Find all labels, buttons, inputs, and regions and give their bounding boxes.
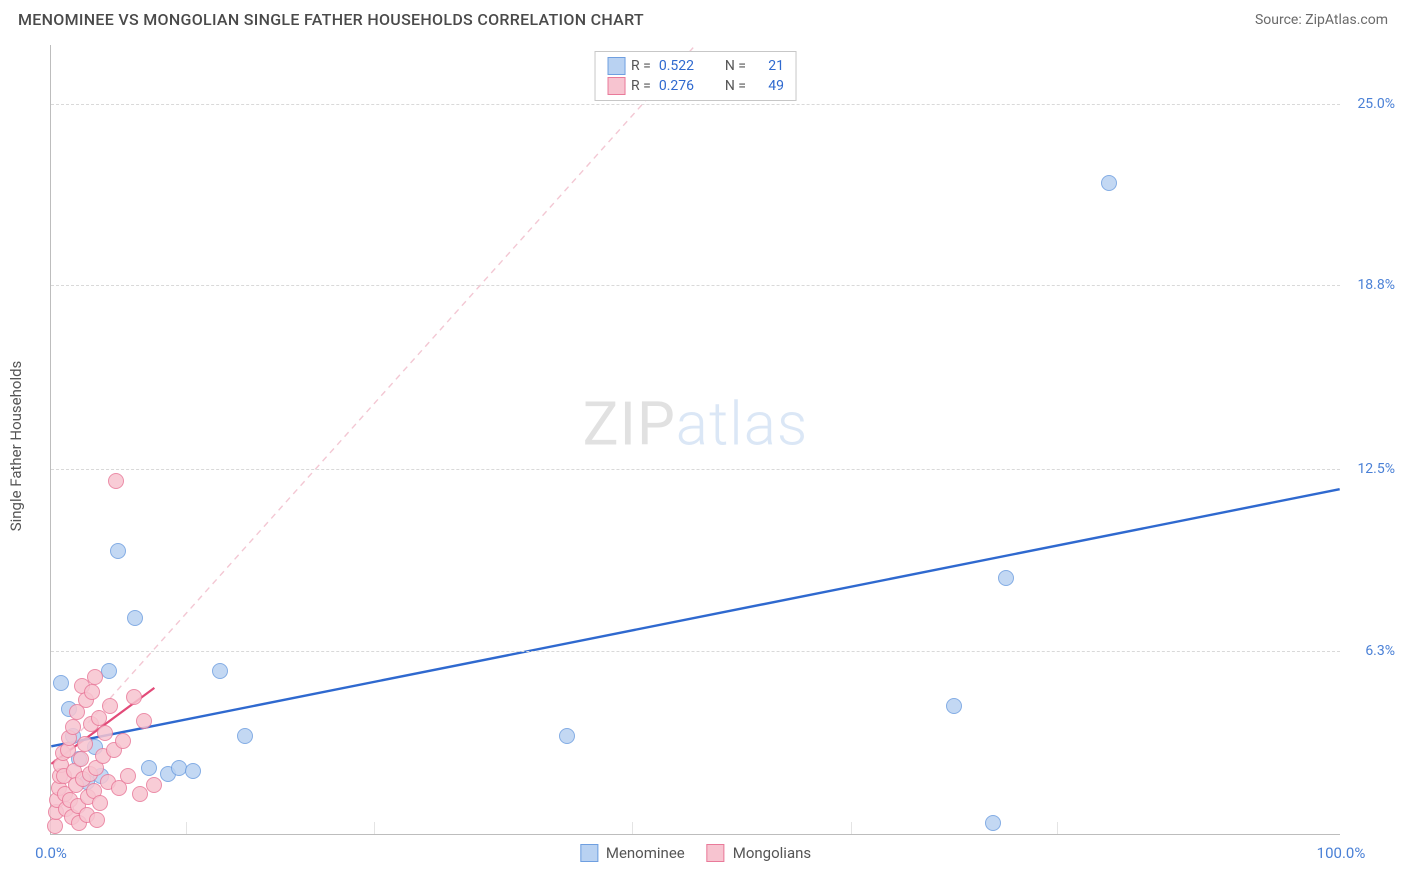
- scatter-point-menominee: [212, 663, 228, 679]
- n-value-mongolians: 49: [756, 78, 784, 94]
- scatter-point-mongolians: [115, 733, 131, 749]
- chart-source: Source: ZipAtlas.com: [1255, 12, 1388, 28]
- scatter-chart: ZIPatlas R = 0.522 N = 21 R = 0.276 N = …: [50, 45, 1340, 835]
- legend-swatch-mongolians: [607, 77, 625, 95]
- ytick-label: 25.0%: [1357, 96, 1395, 112]
- legend-swatch-mongolians: [707, 844, 725, 862]
- scatter-point-mongolians: [89, 812, 105, 828]
- scatter-point-mongolians: [77, 736, 93, 752]
- scatter-point-mongolians: [102, 698, 118, 714]
- ytick-label: 6.3%: [1365, 643, 1395, 659]
- scatter-point-mongolians: [136, 713, 152, 729]
- chart-header: MENOMINEE VS MONGOLIAN SINGLE FATHER HOU…: [0, 0, 1406, 35]
- scatter-point-mongolians: [87, 669, 103, 685]
- scatter-point-menominee: [998, 570, 1014, 586]
- scatter-point-mongolians: [47, 818, 63, 834]
- gridline-h: [51, 469, 1340, 470]
- legend-row-mongolians: R = 0.276 N = 49: [607, 76, 784, 96]
- legend-swatch-menominee: [580, 844, 598, 862]
- scatter-point-menominee: [1101, 175, 1117, 191]
- watermark: ZIPatlas: [583, 388, 809, 459]
- trendlines: [51, 45, 1340, 834]
- ytick-label: 18.8%: [1357, 277, 1395, 293]
- xtick-label: 100.0%: [1317, 844, 1366, 862]
- watermark-atlas: atlas: [676, 388, 809, 459]
- r-value-mongolians: 0.276: [659, 78, 707, 94]
- scatter-point-mongolians: [120, 768, 136, 784]
- scatter-point-menominee: [53, 675, 69, 691]
- xtick-mark: [851, 822, 852, 834]
- scatter-point-mongolians: [146, 777, 162, 793]
- scatter-point-mongolians: [132, 786, 148, 802]
- ytick-label: 12.5%: [1357, 461, 1395, 477]
- r-label: R =: [631, 58, 651, 74]
- legend-item-mongolians: Mongolians: [707, 844, 811, 862]
- scatter-point-menominee: [237, 728, 253, 744]
- legend-label-menominee: Menominee: [606, 844, 685, 862]
- r-value-menominee: 0.522: [659, 58, 707, 74]
- legend-row-menominee: R = 0.522 N = 21: [607, 56, 784, 76]
- xtick-mark: [632, 822, 633, 834]
- gridline-h: [51, 651, 1340, 652]
- scatter-point-mongolians: [73, 751, 89, 767]
- scatter-point-menominee: [127, 610, 143, 626]
- scatter-point-menominee: [185, 763, 201, 779]
- correlation-legend: R = 0.522 N = 21 R = 0.276 N = 49: [594, 51, 797, 101]
- scatter-point-mongolians: [97, 725, 113, 741]
- scatter-point-menominee: [985, 815, 1001, 831]
- gridline-h: [51, 285, 1340, 286]
- scatter-point-mongolians: [126, 689, 142, 705]
- xtick-mark: [186, 822, 187, 834]
- scatter-point-mongolians: [65, 719, 81, 735]
- n-label: N =: [725, 58, 746, 74]
- xtick-label: 0.0%: [35, 844, 67, 862]
- gridline-h: [51, 104, 1340, 105]
- legend-item-menominee: Menominee: [580, 844, 685, 862]
- legend-swatch-menominee: [607, 57, 625, 75]
- xtick-mark: [1057, 822, 1058, 834]
- legend-label-mongolians: Mongolians: [733, 844, 811, 862]
- n-value-menominee: 21: [756, 58, 784, 74]
- scatter-point-menominee: [110, 543, 126, 559]
- r-label: R =: [631, 78, 651, 94]
- scatter-point-menominee: [559, 728, 575, 744]
- y-axis-title: Single Father Households: [7, 361, 25, 532]
- xtick-mark: [374, 822, 375, 834]
- watermark-zip: ZIP: [583, 388, 676, 459]
- chart-title: MENOMINEE VS MONGOLIAN SINGLE FATHER HOU…: [18, 10, 644, 29]
- scatter-point-mongolians: [108, 473, 124, 489]
- n-label: N =: [725, 78, 746, 94]
- series-legend: Menominee Mongolians: [580, 844, 811, 862]
- scatter-point-menominee: [101, 663, 117, 679]
- scatter-point-mongolians: [92, 795, 108, 811]
- scatter-point-menominee: [946, 698, 962, 714]
- scatter-point-menominee: [141, 760, 157, 776]
- scatter-point-mongolians: [84, 684, 100, 700]
